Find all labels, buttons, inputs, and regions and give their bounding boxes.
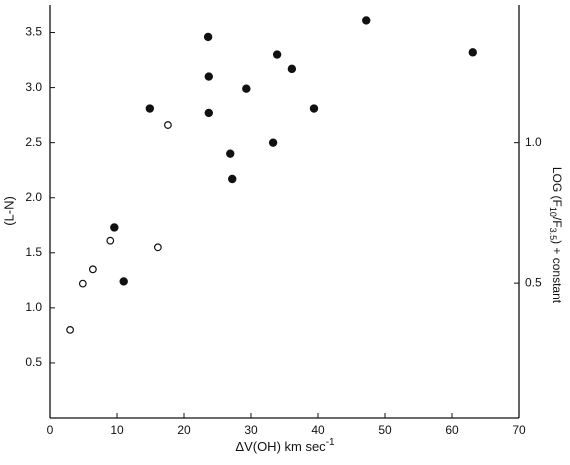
filled-point [272,50,282,59]
y2-tick-label: 1.0 [525,135,542,149]
filled-point [309,104,319,113]
x-tick-label: 50 [378,423,392,437]
filled-point [203,32,213,42]
y-tick-label: 3.5 [25,25,42,39]
filled-point [268,138,278,147]
y-tick-label: 2.5 [25,135,42,149]
y2-label-part: /F [550,217,564,228]
x-label-exponent: -1 [326,437,335,448]
open-point [88,265,97,274]
y-axis-label: (L-N) [1,196,16,226]
open-point [164,121,172,129]
x-axis-label: ΔV(OH) km sec-1 [235,437,335,455]
y-tick-label: 2.0 [25,190,42,204]
filled-point [204,72,213,81]
y2-tick-label: 0.5 [525,275,542,289]
y2-axis-label: LOG (F10/F3.5) + constant [548,167,564,304]
x-tick-label: 30 [244,423,258,437]
filled-point [468,48,477,57]
y-tick-label: 1.0 [25,300,42,314]
y-tick-label: 0.5 [25,355,42,369]
y2-label-part: 10 [548,207,558,217]
x-tick-label: 60 [445,423,459,437]
open-point [78,279,87,288]
x-tick-label: 10 [110,423,124,437]
filled-point [110,223,119,232]
filled-point [287,64,297,74]
y2-label-part: LOG (F [550,167,564,207]
x-label-text: ΔV(OH) km sec [235,439,326,454]
y-tick-label: 1.5 [25,245,42,259]
x-tick-label: 70 [512,423,526,437]
open-point [106,236,115,245]
open-point [153,243,162,252]
y-tick-label: 3.0 [25,80,42,94]
x-tick-label: 20 [177,423,191,437]
filled-point [204,108,213,118]
filled-point [228,174,237,184]
filled-point [119,277,128,286]
x-tick-label: 40 [311,423,325,437]
open-point [66,325,74,334]
filled-point [226,149,235,158]
x-tick-label: 0 [47,423,54,437]
filled-point [362,16,371,25]
y2-label-part: ) + constant [550,240,564,304]
y2-label-part: 3.5 [548,228,558,241]
filled-point [145,104,155,113]
filled-point [242,84,251,93]
